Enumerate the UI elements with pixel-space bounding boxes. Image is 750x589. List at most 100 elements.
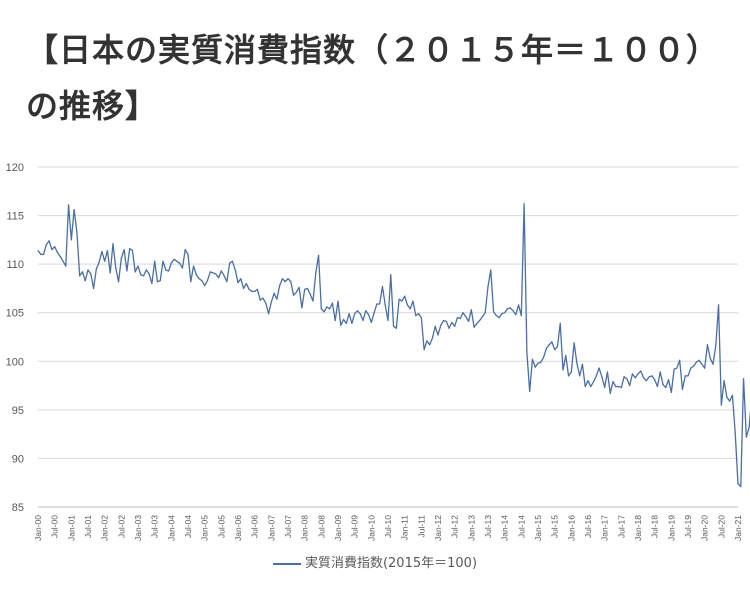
- data-point: [748, 426, 750, 428]
- data-point: [537, 362, 539, 364]
- data-point: [154, 260, 156, 262]
- x-axis-ticks: Jan-00 Jul-00 Jan-01 Jul-01 Jan-02 Jul-02 Jan-…: [33, 515, 743, 541]
- data-point: [412, 300, 414, 302]
- data-point: [720, 404, 722, 406]
- data-point: [340, 324, 342, 326]
- data-point: [40, 253, 42, 256]
- x-tick-label: Jul-14: [516, 515, 526, 538]
- data-point: [504, 312, 506, 314]
- data-point: [104, 260, 106, 262]
- data-point: [381, 285, 384, 288]
- data-point: [376, 303, 378, 305]
- data-point: [231, 260, 234, 262]
- data-point: [626, 378, 628, 380]
- data-point: [676, 367, 678, 369]
- data-point: [165, 269, 167, 271]
- data-point: [331, 302, 334, 304]
- data-point: [654, 379, 656, 381]
- data-point: [229, 262, 231, 264]
- data-point: [612, 381, 614, 383]
- data-point: [151, 282, 153, 285]
- data-point: [481, 316, 484, 318]
- data-point: [259, 299, 261, 301]
- legend-label: 実質消費指数(2015年＝100): [304, 556, 478, 571]
- x-tick-label: Jan-15: [533, 515, 543, 541]
- x-tick-label: Jul-06: [250, 515, 260, 538]
- data-point: [167, 270, 170, 272]
- data-point: [67, 204, 70, 206]
- data-point: [545, 348, 547, 350]
- data-point: [326, 306, 328, 308]
- data-point: [595, 375, 597, 377]
- data-point: [570, 371, 572, 373]
- data-point: [81, 271, 84, 273]
- data-point: [217, 277, 220, 279]
- legend: 実質消費指数(2015年＝100): [0, 552, 750, 571]
- data-point: [479, 319, 481, 322]
- data-point: [359, 313, 361, 315]
- data-point: [717, 304, 720, 306]
- data-point: [87, 269, 89, 271]
- chart-title: 【日本の実質消費指数（２０１５年＝１００）の推移】: [26, 31, 720, 125]
- series-points: [37, 203, 750, 488]
- y-tick-label: 120: [6, 162, 24, 174]
- data-point: [584, 385, 586, 388]
- data-point: [662, 384, 664, 386]
- data-point: [556, 346, 559, 348]
- data-point: [534, 366, 536, 368]
- x-tick-label: Jan-01: [66, 515, 76, 541]
- data-point: [159, 280, 161, 282]
- data-point: [467, 320, 470, 323]
- data-point: [142, 275, 145, 277]
- data-point: [390, 274, 392, 276]
- data-point: [434, 325, 436, 327]
- data-point: [129, 248, 131, 250]
- data-point: [354, 313, 356, 315]
- data-point: [598, 367, 600, 369]
- data-point: [90, 273, 92, 275]
- data-point: [367, 314, 370, 316]
- x-tick-label: Jul-00: [50, 515, 60, 538]
- data-point: [645, 380, 647, 382]
- data-point: [334, 319, 336, 322]
- data-point: [345, 322, 347, 324]
- x-tick-label: Jan-11: [400, 515, 410, 541]
- data-point: [306, 287, 309, 290]
- data-point: [495, 315, 497, 317]
- data-point: [115, 267, 117, 269]
- data-point: [490, 269, 492, 271]
- data-point: [45, 244, 47, 246]
- data-point: [745, 436, 747, 438]
- data-point: [470, 309, 472, 311]
- data-point: [309, 293, 311, 295]
- data-point: [587, 380, 589, 382]
- y-tick-label: 95: [12, 405, 24, 417]
- data-point: [317, 254, 320, 256]
- data-point: [437, 334, 439, 336]
- data-point: [501, 313, 503, 315]
- data-point: [42, 253, 45, 256]
- data-point: [101, 250, 103, 253]
- data-point: [642, 377, 645, 379]
- data-point: [701, 363, 703, 365]
- data-point: [320, 308, 322, 310]
- data-point: [487, 285, 489, 288]
- data-point: [181, 267, 184, 269]
- data-point: [742, 378, 745, 380]
- data-point: [120, 257, 122, 259]
- data-point: [512, 310, 514, 312]
- data-point: [190, 281, 192, 283]
- data-point: [656, 385, 659, 388]
- data-point: [579, 375, 581, 377]
- data-point: [365, 310, 367, 312]
- data-point: [581, 363, 584, 365]
- data-point: [204, 284, 206, 287]
- data-point: [526, 351, 528, 354]
- data-point: [51, 248, 53, 251]
- data-point: [590, 385, 592, 388]
- data-point: [640, 370, 642, 372]
- data-point: [456, 316, 459, 319]
- data-point: [515, 314, 517, 316]
- data-point: [667, 379, 670, 381]
- data-point: [237, 282, 239, 284]
